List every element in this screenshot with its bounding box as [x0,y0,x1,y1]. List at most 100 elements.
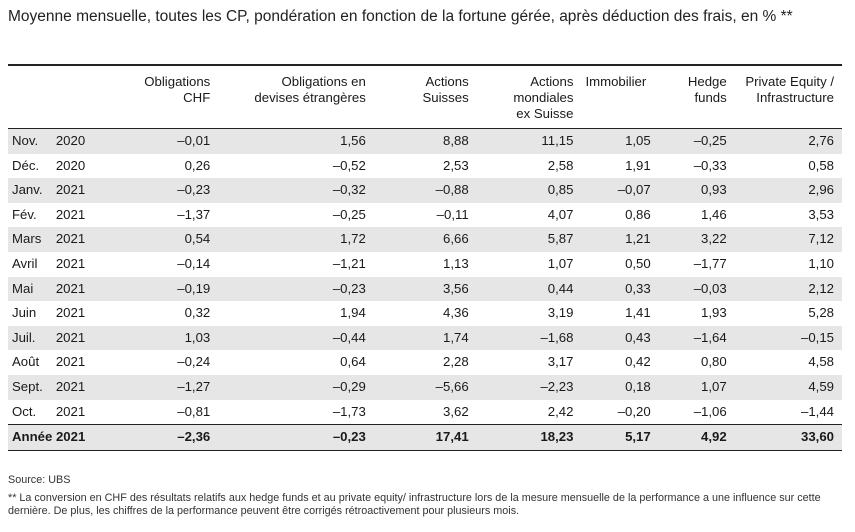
row-month: Juil. [8,325,52,351]
source-note: Source: UBS [8,474,71,486]
table-row: Janv. 2021 –0,23 –0,32 –0,88 0,85 –0,07 0,93 2,9… [8,178,842,203]
table-cell: –0,88 [373,178,477,203]
table-cell: 1,13 [443,255,469,271]
table-cell: –0,03 [658,276,735,302]
table-cell: –5,66 [373,374,477,400]
total-cell: –2,36 [126,424,219,451]
table-cell: –0,01 [126,128,219,154]
row-month: Août [12,354,40,370]
row-year: 2021 [55,403,86,419]
row-month: Sept. [8,374,52,400]
row-month: Fév. [12,206,37,222]
table-cell: 2,53 [443,157,469,173]
table-body: Nov. 2020 –0,01 1,56 8,88 11,15 1,05 –0,25 2,76 D… [8,128,842,451]
row-year: 2021 [51,227,127,252]
table-cell: –0,14 [177,255,211,271]
table-cell: –0,11 [436,206,469,222]
table-cell: 0,80 [701,354,727,370]
table-cell: 1,56 [218,128,374,154]
total-label: Année 2021 [8,424,127,451]
table-cell: 2,42 [547,403,574,419]
table-cell: –1,37 [177,206,211,222]
total-cell: 17,41 [373,424,477,451]
table-cell: –1,77 [693,255,727,271]
row-year: 2021 [51,276,127,302]
table-cell: 1,94 [340,305,366,321]
table-cell: 1,93 [701,305,727,321]
row-month: Déc. [12,157,40,173]
table-cell: 5,87 [476,227,582,252]
table-cell: –1,27 [126,374,219,400]
performance-table: Obligations CHF Obligations en devises étr… [8,64,842,451]
table-cell: 4,59 [734,374,842,400]
table-cell: 0,42 [625,354,651,370]
table-cell: 2,58 [547,157,574,173]
table-cell: 1,46 [701,206,727,222]
table-cell: 1,21 [581,227,659,252]
table-cell: –0,52 [332,157,366,173]
table-cell: 1,07 [547,255,574,271]
table-cell: 6,66 [373,227,477,252]
header-month [8,64,52,129]
table-row: Avril 2021 –0,14 –1,21 1,13 1,07 0,50 –1,77 1,10 [8,252,842,277]
table-row: Juin 2021 0,32 1,94 4,36 3,19 1,41 1,93 5,28 [8,301,842,326]
table-cell: –1,44 [800,403,834,419]
table-cell: 3,19 [547,305,574,321]
header-year [51,64,127,129]
table-cell: 0,85 [476,178,582,203]
row-year: 2021 [55,354,86,370]
table-cell: 0,54 [126,227,219,252]
table-cell: 0,86 [625,206,651,222]
table-cell: –0,81 [177,403,211,419]
table-cell: 0,43 [581,325,659,351]
table-cell: –1,68 [476,325,582,351]
header-column: Hedge funds [658,64,735,129]
table-cell: –1,73 [332,403,366,419]
table-cell: 3,22 [658,227,735,252]
table-cell: 1,41 [625,305,651,321]
table-row: Août 2021 –0,24 0,64 2,28 3,17 0,42 0,80 4,58 [8,350,842,375]
table-cell: 3,17 [547,354,574,370]
header-column: Obligations en devises étrangères [218,64,374,129]
footnote: ** La conversion en CHF des résultats re… [8,491,821,518]
table-row: Juil. 2021 1,03 –0,44 1,74 –1,68 0,43 –1,64 –0,1… [8,325,842,351]
footer: Source: UBS ** La conversion en CHF des … [8,474,848,519]
row-year: 2020 [51,128,127,154]
table-cell: –0,44 [218,325,374,351]
row-month: Nov. [8,128,52,154]
table-cell: 0,26 [184,157,211,173]
table-cell: 1,10 [808,255,834,271]
table-cell: 7,12 [734,227,842,252]
total-cell: –0,23 [218,424,374,451]
row-year: 2021 [55,206,86,222]
table-cell: –0,15 [734,325,842,351]
page-title: Moyenne mensuelle, toutes les CP, pondér… [8,8,793,25]
total-cell: 5,17 [581,424,659,451]
row-month: Oct. [12,403,37,419]
table-cell: –0,23 [218,276,374,302]
table-cell: 3,56 [373,276,477,302]
table-cell: 2,76 [734,128,842,154]
row-month: Janv. [8,178,52,203]
table-cell: –0,24 [177,354,211,370]
table-cell: 2,12 [734,276,842,302]
table-cell: 5,28 [808,305,834,321]
header-column: Private Equity / Infrastructure [734,64,842,129]
row-year: 2021 [51,325,127,351]
row-year: 2021 [51,374,127,400]
table-cell: 0,64 [340,354,366,370]
table-cell: 1,07 [658,374,735,400]
table-cell: –1,06 [693,403,727,419]
table-cell: 0,44 [476,276,582,302]
table-cell: 1,72 [218,227,374,252]
table-cell: –2,23 [476,374,582,400]
total-row: Année 2021 –2,36 –0,23 17,41 18,23 5,17 4,92 33… [8,424,842,451]
table-cell: –0,23 [126,178,219,203]
table-cell: 0,58 [808,157,834,173]
row-year: 2021 [51,178,127,203]
row-month: Mai [8,276,52,302]
row-month: Mars [8,227,52,252]
total-cell: 4,92 [658,424,735,451]
table-cell: 2,28 [443,354,469,370]
